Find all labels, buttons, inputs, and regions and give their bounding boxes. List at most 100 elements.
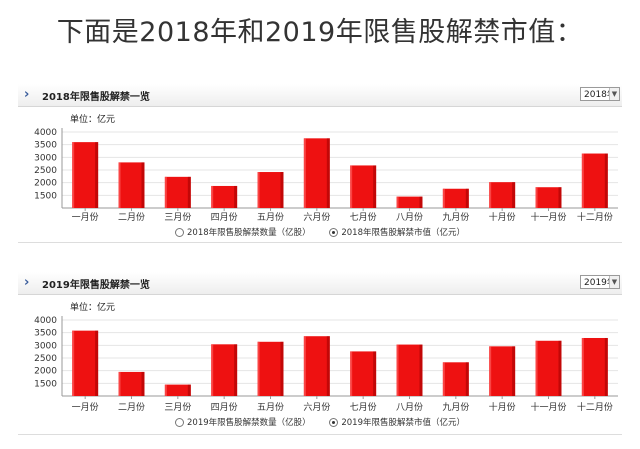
x-tick-label: 十一月份: [530, 401, 566, 413]
bar-shade: [373, 351, 377, 396]
legend-item-value[interactable]: 2019年限售股解禁市值（亿元）: [329, 416, 465, 428]
bar-shade: [326, 336, 330, 396]
bar-chart-2018: 1500 2000 2500 3000 3500 4000 一月份 二月份 三月份 四月份 五月份 六…: [34, 128, 618, 223]
bar-highlight: [581, 153, 584, 208]
x-tick-label: 五月份: [257, 401, 284, 413]
bar: [257, 172, 284, 208]
radio-value[interactable]: [329, 418, 339, 427]
bar: [164, 384, 191, 396]
bar-body: [489, 182, 516, 208]
x-tick-label: 十二月份: [577, 401, 613, 413]
unit-label: 单位：亿元: [70, 303, 116, 313]
year-select[interactable]: 2019年 ▼: [580, 275, 620, 289]
bar-body: [581, 153, 608, 208]
bar-shade: [280, 341, 284, 396]
bar-body: [350, 165, 377, 208]
year-select[interactable]: 2018年 ▼: [580, 87, 620, 101]
bar-shade: [187, 176, 191, 208]
y-tick-label: 3500: [34, 141, 57, 151]
bar-shade: [95, 330, 99, 396]
bar: [303, 138, 330, 208]
chevron-right-icon[interactable]: ›: [24, 87, 30, 102]
bar-chart-2019: 1500 2000 2500 3000 3500 4000 一月份 二月份 三月份 四月份 五月份 六…: [34, 316, 618, 413]
bar: [489, 346, 516, 396]
bar-body: [72, 142, 99, 208]
year-select-value: 2019年: [584, 278, 616, 288]
bar-body: [581, 337, 608, 396]
radio-value[interactable]: [329, 228, 339, 237]
bar-shade: [187, 384, 191, 396]
bar-shade: [95, 142, 99, 208]
legend-item-value[interactable]: 2018年限售股解禁市值（亿元）: [329, 226, 465, 238]
x-tick-label: 四月份: [211, 211, 238, 223]
x-tick-label: 十月份: [489, 211, 516, 223]
x-tick-label: 七月份: [350, 401, 377, 413]
bar-shade: [604, 153, 608, 208]
bar-highlight: [442, 188, 445, 208]
bar-body: [211, 185, 238, 208]
bar-highlight: [72, 330, 75, 396]
x-tick-label: 三月份: [164, 401, 191, 413]
bar: [396, 344, 423, 396]
bar: [396, 196, 423, 208]
bar-shade: [558, 187, 562, 208]
bar: [581, 153, 608, 208]
bar-shade: [465, 188, 469, 208]
x-tick-label: 三月份: [164, 211, 191, 223]
bar-shade: [234, 344, 238, 396]
legend-item-quantity[interactable]: 2018年限售股解禁数量（亿股）: [175, 226, 311, 238]
divider: [18, 434, 622, 435]
bar: [72, 142, 99, 208]
bar-shade: [604, 337, 608, 396]
bar: [535, 187, 562, 208]
chart-panel-2019: › 2019年限售股解禁一览 2019年 ▼ 单位：亿元 1500 2000 250…: [18, 272, 622, 442]
chevron-down-icon[interactable]: ▼: [609, 276, 619, 288]
legend-label: 2019年限售股解禁数量（亿股）: [187, 418, 311, 428]
bar-shade: [465, 362, 469, 396]
bar-highlight: [211, 185, 214, 208]
divider: [18, 242, 622, 243]
bar-highlight: [257, 172, 260, 208]
bar-highlight: [489, 346, 492, 396]
x-tick-label: 十二月份: [577, 211, 613, 223]
bar-highlight: [350, 351, 353, 396]
x-tick-label: 一月份: [72, 211, 99, 223]
bar-body: [442, 362, 469, 396]
x-tick-label: 四月份: [211, 401, 238, 413]
bar-body: [489, 346, 516, 396]
x-tick-label: 二月份: [118, 401, 145, 413]
bar-body: [164, 176, 191, 208]
bar-highlight: [118, 162, 121, 208]
x-tick-label: 十一月份: [530, 211, 566, 223]
bar: [350, 165, 377, 208]
y-tick-label: 1500: [34, 191, 57, 201]
legend: 2019年限售股解禁数量（亿股） 2019年限售股解禁市值（亿元）: [18, 416, 622, 428]
panel-header: › 2019年限售股解禁一览 2019年 ▼: [18, 272, 622, 295]
y-tick-label: 2000: [34, 179, 57, 189]
chevron-down-icon[interactable]: ▼: [609, 88, 619, 100]
bar-shade: [419, 344, 423, 396]
bar: [211, 185, 238, 208]
radio-quantity[interactable]: [175, 228, 184, 237]
bar: [489, 182, 516, 208]
y-tick-label: 3500: [34, 329, 57, 339]
bar-body: [211, 344, 238, 396]
unit-label: 单位：亿元: [70, 115, 116, 125]
y-tick-label: 3000: [34, 341, 57, 351]
bar-highlight: [442, 362, 445, 396]
legend-item-quantity[interactable]: 2019年限售股解禁数量（亿股）: [175, 416, 311, 428]
radio-quantity[interactable]: [175, 418, 184, 427]
bar-body: [257, 341, 284, 396]
bar-shade: [141, 371, 145, 396]
bar-shade: [141, 162, 145, 208]
y-tick-label: 2500: [34, 354, 57, 364]
bar-body: [303, 336, 330, 396]
y-tick-label: 1500: [34, 379, 57, 389]
chart-panel-2018: › 2018年限售股解禁一览 2018年 ▼ 单位：亿元 1500 2000 250…: [18, 84, 622, 254]
x-tick-label: 十月份: [489, 401, 516, 413]
chevron-right-icon[interactable]: ›: [24, 275, 30, 290]
bar-shade: [558, 340, 562, 396]
bar-highlight: [581, 337, 584, 396]
x-tick-label: 六月份: [303, 401, 330, 413]
bar-highlight: [118, 371, 121, 396]
